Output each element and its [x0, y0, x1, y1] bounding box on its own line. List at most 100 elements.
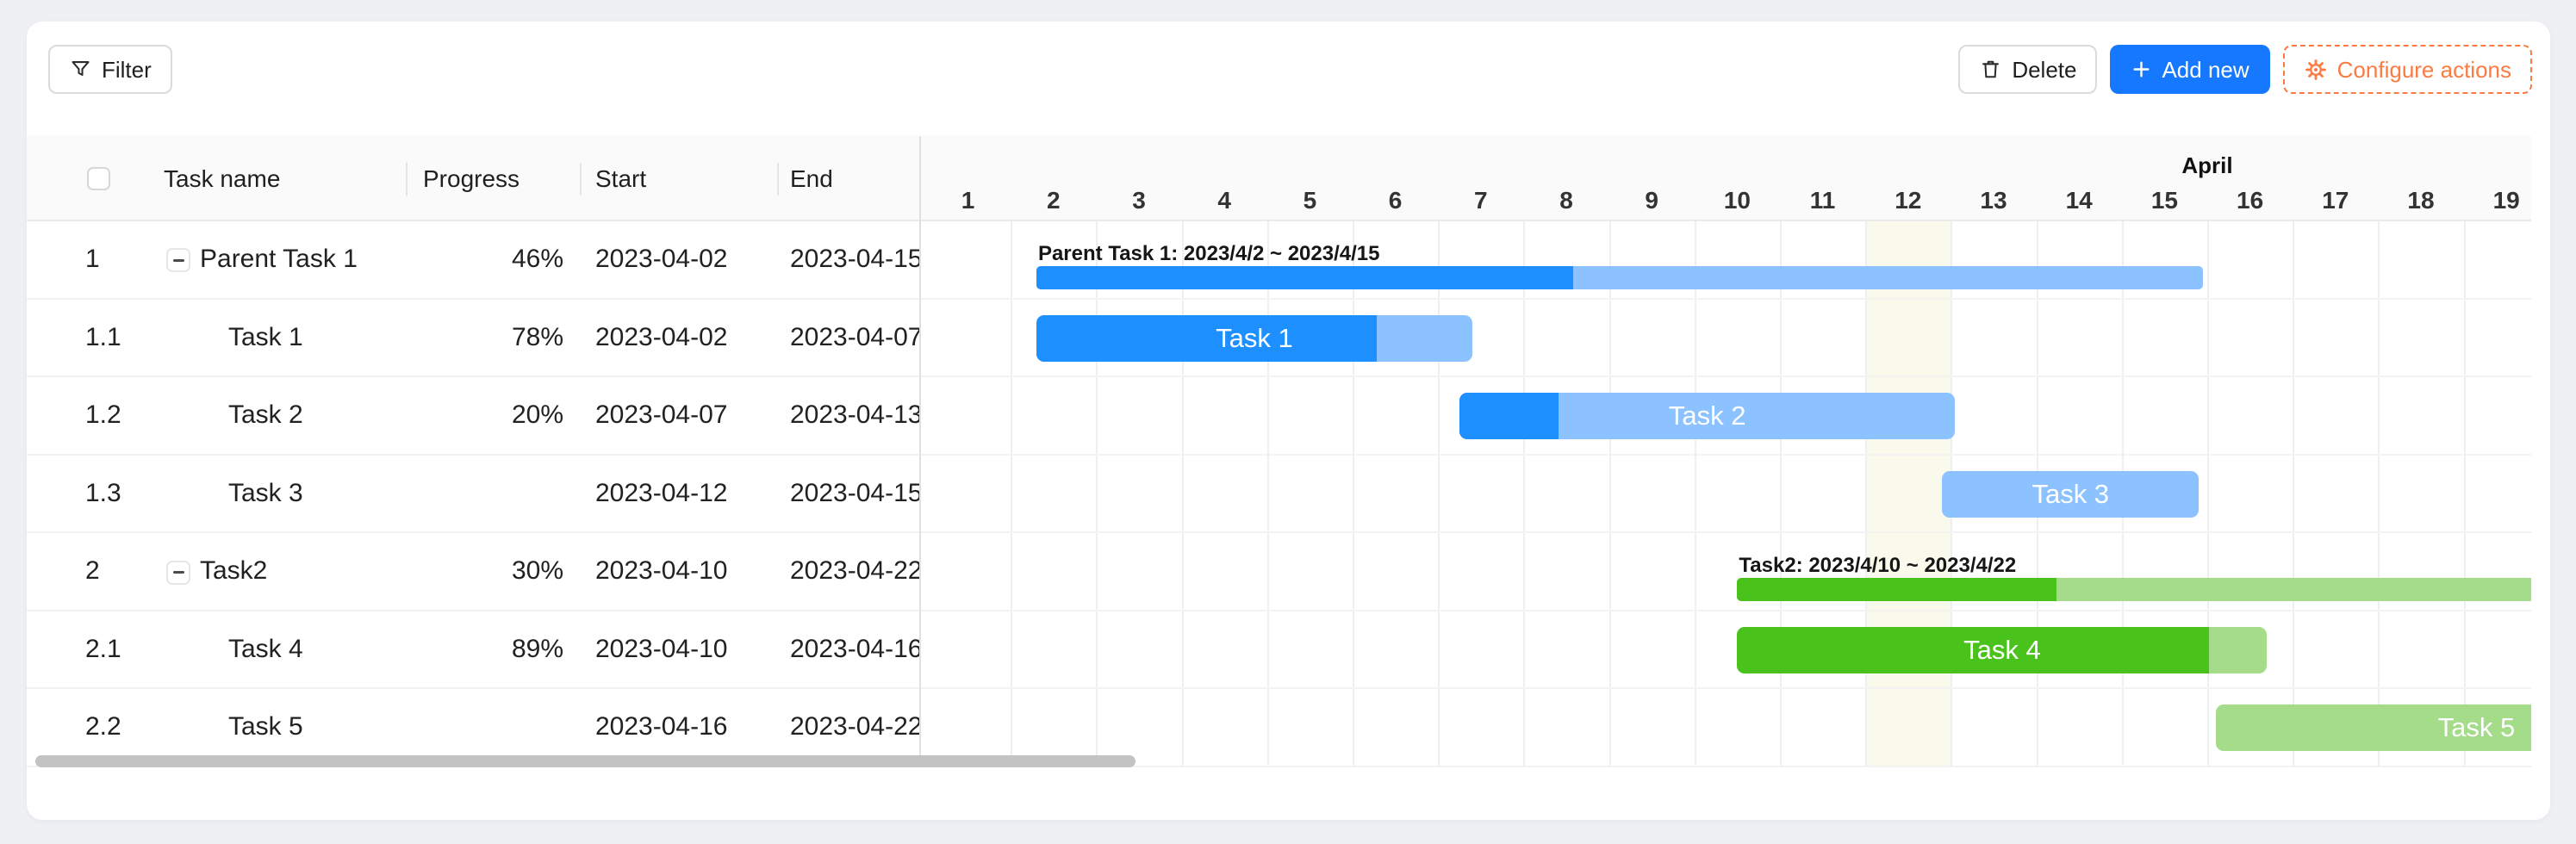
gear-icon — [2304, 58, 2328, 82]
toolbar-right-group: Delete Add new Configu — [1958, 45, 2532, 94]
start-date-cell[interactable]: 2023-04-16 — [595, 712, 728, 742]
end-date-cell[interactable]: 2023-04-15 — [790, 478, 920, 507]
delete-button-label: Delete — [2012, 56, 2077, 83]
minus-icon — [172, 571, 184, 574]
task-name-cell[interactable]: Task 2 — [228, 400, 303, 430]
collapse-toggle[interactable] — [166, 248, 190, 273]
progress-cell[interactable]: 20% — [511, 400, 563, 430]
task-bar-progress — [1459, 393, 1559, 440]
table-row[interactable]: 1 Parent Task 1 46% 2023-04-02 2023-04-15 — [27, 221, 920, 300]
task-name-cell[interactable]: Task 5 — [228, 712, 303, 742]
task-name-cell[interactable]: Task2 — [200, 556, 268, 586]
day-header-cell: 2 — [1046, 187, 1061, 214]
end-date-cell[interactable]: 2023-04-13 — [790, 400, 920, 430]
row-number: 1.1 — [85, 322, 121, 351]
progress-cell[interactable]: 78% — [511, 322, 563, 351]
month-header-label: April — [2181, 152, 2233, 178]
day-grid-line — [2207, 221, 2209, 767]
task-bar[interactable]: Task 2 — [1459, 393, 1956, 440]
task-name-cell[interactable]: Task 1 — [228, 322, 303, 351]
task-bar-progress — [1737, 578, 2056, 602]
day-grid-line — [1096, 221, 1098, 767]
highlighted-day-column — [1865, 221, 1951, 767]
day-header-cell: 9 — [1645, 187, 1658, 214]
horizontal-scrollbar-thumb[interactable] — [35, 755, 1136, 767]
progress-cell[interactable]: 30% — [511, 556, 563, 586]
table-row[interactable]: 1.2 Task 2 20% 2023-04-07 2023-04-13 — [27, 377, 920, 456]
summary-task-bar[interactable] — [1036, 266, 2204, 289]
task-name-cell[interactable]: Task 3 — [228, 478, 303, 507]
progress-cell[interactable]: 89% — [511, 634, 563, 663]
gantt-timeline-pane: April 1 2 3 4 5 6 7 8 9 10 11 12 13 14 15 16 17 18 19 Paren… — [920, 136, 2531, 767]
select-all-checkbox[interactable] — [87, 167, 110, 190]
task-bar[interactable]: Task 5 — [2215, 704, 2531, 752]
configure-actions-button[interactable]: Configure actions — [2282, 45, 2532, 94]
day-header-cell: 19 — [2492, 187, 2520, 214]
task-bar[interactable]: Task 4 — [1737, 626, 2268, 673]
row-number: 2.1 — [85, 634, 121, 663]
task-bar-label: Task 4 — [1963, 634, 2041, 665]
start-date-cell[interactable]: 2023-04-12 — [595, 478, 728, 507]
day-header-cell: 14 — [2065, 187, 2093, 214]
progress-cell[interactable] — [406, 456, 563, 532]
gantt-app-panel: Filter Delete Add new — [27, 22, 2550, 820]
start-date-cell[interactable]: 2023-04-02 — [595, 245, 728, 273]
task-bar[interactable]: Task 3 — [1942, 470, 2200, 518]
task-bar-progress — [1036, 314, 1377, 362]
row-grid-line — [920, 765, 2531, 767]
table-row[interactable]: 2 Task2 30% 2023-04-10 2023-04-22 — [27, 533, 920, 611]
end-date-cell[interactable]: 2023-04-22 — [790, 712, 920, 742]
task-name-cell[interactable]: Parent Task 1 — [200, 245, 358, 273]
day-header-cell: 16 — [2237, 187, 2264, 214]
day-header-cell: 3 — [1132, 187, 1146, 214]
end-date-cell[interactable]: 2023-04-16 — [790, 634, 920, 663]
filter-button[interactable]: Filter — [48, 45, 172, 94]
end-date-cell[interactable]: 2023-04-15 — [790, 245, 920, 273]
task-name-cell[interactable]: Task 4 — [228, 634, 303, 663]
collapse-toggle[interactable] — [166, 560, 190, 585]
minus-icon — [172, 258, 184, 262]
progress-cell[interactable]: 46% — [511, 245, 563, 273]
day-header-cell: 5 — [1303, 187, 1317, 214]
task-bar-label: Task 3 — [2032, 478, 2110, 509]
end-date-cell[interactable]: 2023-04-07 — [790, 322, 920, 351]
table-row[interactable]: 1.1 Task 1 78% 2023-04-02 2023-04-07 — [27, 299, 920, 378]
start-date-cell[interactable]: 2023-04-07 — [595, 400, 728, 430]
summary-task-bar[interactable] — [1737, 578, 2531, 602]
task-bar[interactable]: Task 1 — [1036, 314, 1472, 362]
start-date-cell[interactable]: 2023-04-10 — [595, 556, 728, 586]
day-grid-line — [1353, 221, 1354, 767]
end-date-cell[interactable]: 2023-04-22 — [790, 556, 920, 586]
plus-icon — [2131, 59, 2152, 80]
table-gantt-divider[interactable] — [919, 136, 921, 767]
task-bar-label: Task 1 — [1216, 322, 1293, 353]
start-date-cell[interactable]: 2023-04-10 — [595, 634, 728, 663]
filter-icon — [69, 58, 92, 81]
column-header-start: Start — [595, 165, 647, 192]
row-grid-line — [920, 687, 2531, 690]
day-header-cell: 12 — [1895, 187, 1922, 214]
day-header-cell: 18 — [2407, 187, 2435, 214]
header-separator — [777, 163, 779, 195]
task-table-pane: 1 Parent Task 1 46% 2023-04-02 2023-04-15 1.1… — [27, 136, 920, 767]
add-new-button[interactable]: Add new — [2110, 45, 2270, 94]
table-row[interactable]: 1.3 Task 3 2023-04-12 2023-04-15 — [27, 455, 920, 534]
day-header-cell: 15 — [2150, 187, 2178, 214]
start-date-cell[interactable]: 2023-04-02 — [595, 322, 728, 351]
day-header-cell: 6 — [1388, 187, 1403, 214]
day-header-cell: 4 — [1217, 187, 1231, 214]
grid-header: Task name Progress Start End — [27, 136, 2531, 221]
add-new-button-label: Add new — [2162, 56, 2249, 83]
day-header-cell: 1 — [961, 187, 975, 214]
day-header-cell: 13 — [1980, 187, 2007, 214]
day-header-cell: 7 — [1473, 187, 1488, 214]
table-row[interactable]: 2.1 Task 4 89% 2023-04-10 2023-04-16 — [27, 611, 920, 690]
day-grid-line — [2378, 221, 2380, 767]
table-row[interactable]: 2.2 Task 5 2023-04-16 2023-04-22 — [27, 689, 920, 767]
day-grid-line — [1438, 221, 1440, 767]
row-number: 2 — [85, 556, 100, 586]
row-number: 1.3 — [85, 478, 121, 507]
progress-cell[interactable] — [406, 689, 563, 766]
delete-button[interactable]: Delete — [1958, 45, 2098, 94]
summary-bar-caption: Parent Task 1: 2023/4/2 ~ 2023/4/15 — [1037, 242, 1380, 265]
